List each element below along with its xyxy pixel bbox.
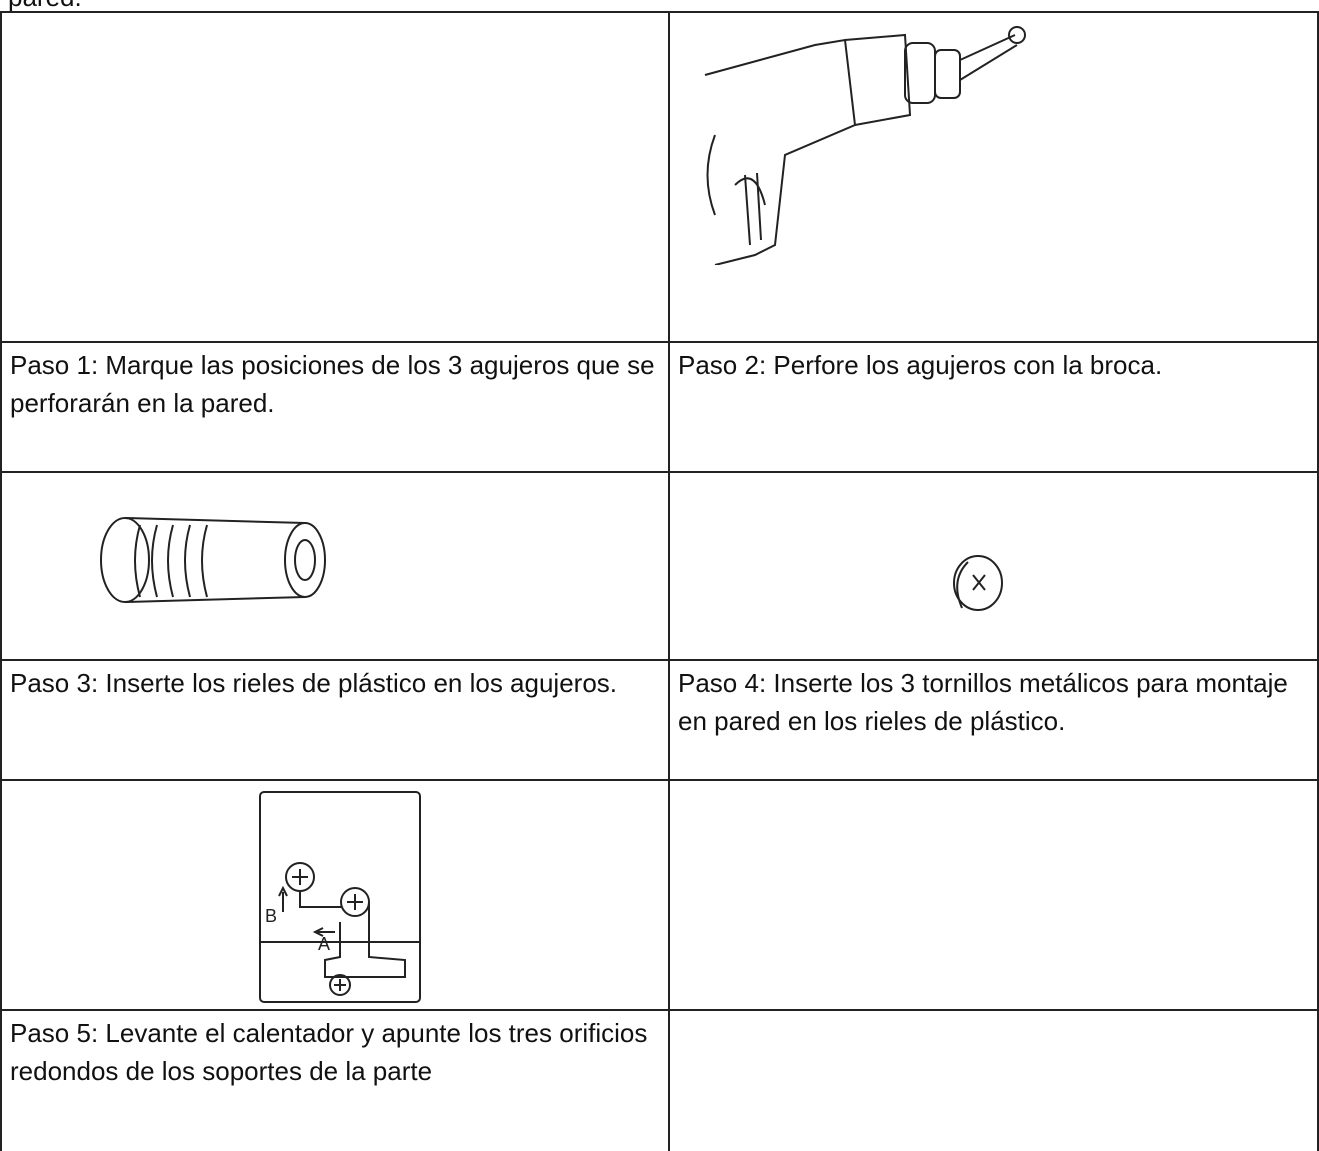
plug-illustration [100,517,326,603]
rule [0,779,1319,781]
step-text: Paso 1: Marque las posiciones de los 3 a… [10,350,655,418]
rule [668,12,670,1151]
rule [0,11,1319,13]
rule [0,1009,1319,1011]
top-text: pared. [8,0,82,16]
step-text: Paso 2: Perfore los agujeros con la broc… [678,350,1163,380]
step-text: Paso 3: Inserte los rieles de plástico e… [10,668,618,698]
figure-label: B [265,906,277,926]
bracket-illustration: B A [259,791,421,1003]
screw-illustration [953,555,1003,611]
step-text: Paso 5: Levante el calentador y apunte l… [10,1018,648,1086]
rule [0,341,1319,343]
rule [0,471,1319,473]
drill-illustration [704,26,1026,265]
figure-label: A [318,934,330,954]
rule [0,659,1319,661]
step-text: Paso 4: Inserte los 3 tornillos metálico… [678,668,1288,736]
rule [1317,12,1319,1151]
rule [0,12,2,1151]
